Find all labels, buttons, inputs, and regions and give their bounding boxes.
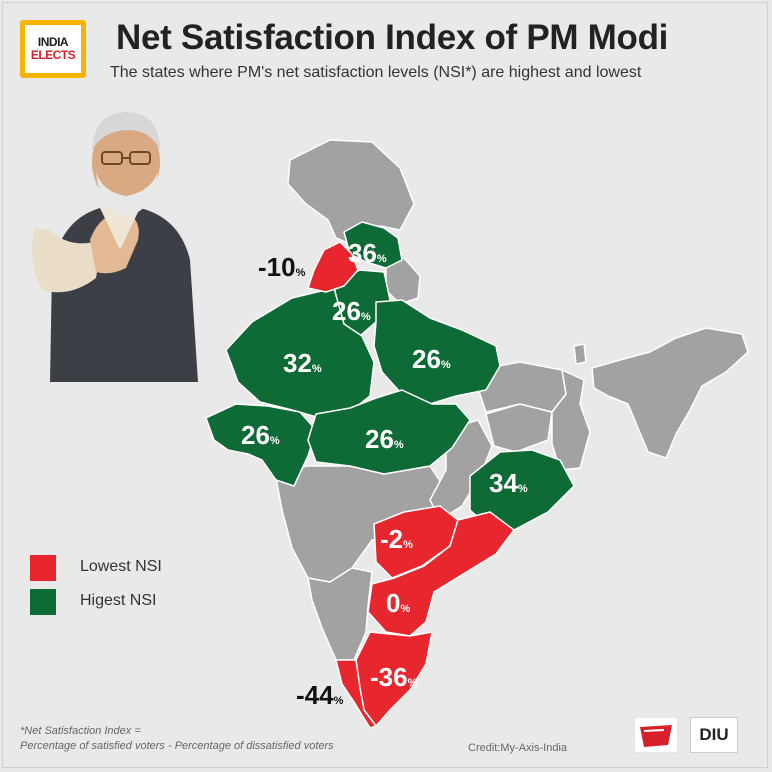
state-kerala [335, 659, 377, 729]
diu-logo: DIU [690, 717, 738, 753]
lowest-nsi-states [307, 241, 515, 729]
nsi-label-gujarat: 26% [241, 420, 280, 450]
india-elects-logo: INDIA ELECTS [20, 20, 86, 78]
nsi-label-haryana: 26% [332, 296, 371, 326]
credit-text: Credit:My-Axis-India [468, 742, 568, 754]
legend-swatch-lowest [30, 555, 56, 581]
nsi-label-punjab: -10% [258, 252, 306, 282]
portrait-photo [32, 112, 198, 382]
nsi-label-tamil-nadu: -36% [370, 662, 418, 692]
state-punjab [307, 241, 359, 293]
page-title: Net Satisfaction Index of PM Modi [116, 18, 669, 57]
nsi-labels: -10% 36% 26% 32% 26% 26% 26% 34% -2% 0% -36% -44% [241, 238, 528, 710]
legend-swatch-highest [30, 589, 56, 615]
state-uttar-pradesh [373, 299, 501, 405]
neutral-states [275, 139, 749, 661]
nsi-label-himachal-pradesh: 36% [348, 238, 387, 268]
nsi-label-telangana: -2% [380, 524, 413, 554]
nsi-label-uttar-pradesh: 26% [412, 344, 451, 374]
logo-line-2: ELECTS [30, 48, 76, 62]
nsi-label-kerala: -44% [296, 680, 344, 710]
nsi-label-andhra-pradesh: 0% [386, 588, 410, 618]
page-subtitle: The states where PM's net satisfaction l… [110, 64, 642, 81]
footnote-line-1: *Net Satisfaction Index = [20, 725, 141, 737]
logo-line-1: INDIA [37, 35, 69, 49]
nsi-label-madhya-pradesh: 26% [365, 424, 404, 454]
nsi-label-rajasthan: 32% [283, 348, 322, 378]
state-rajasthan [225, 287, 375, 419]
state-madhya-pradesh [307, 389, 471, 475]
state-gujarat [205, 403, 317, 487]
diu-logo-text: DIU [699, 725, 729, 744]
legend-label-highest: Higest NSI [80, 592, 157, 609]
legend-label-lowest: Lowest NSI [80, 558, 162, 575]
highest-nsi-states [205, 221, 575, 531]
state-himachal-pradesh [343, 221, 403, 269]
nsi-label-odisha: 34% [489, 468, 528, 498]
footnote-line-2: Percentage of satisfied voters - Percent… [20, 740, 334, 752]
india-today-logo [634, 717, 678, 753]
